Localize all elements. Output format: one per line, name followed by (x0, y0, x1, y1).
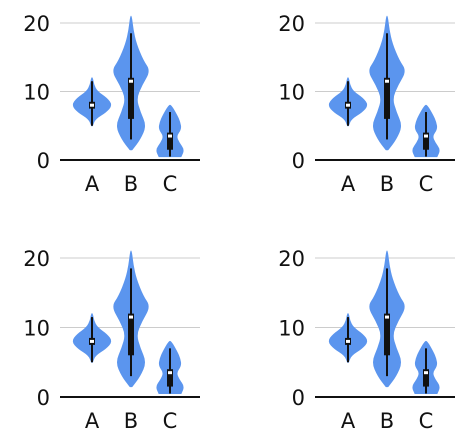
median-marker-B (385, 79, 389, 83)
median-marker-A (346, 339, 350, 343)
median-marker-A (90, 339, 94, 343)
y-tick-label: 0 (292, 149, 305, 173)
x-category-label: C (163, 409, 178, 433)
y-tick-label: 10 (278, 317, 305, 341)
iqr-box-B (384, 77, 390, 119)
x-category-label: B (380, 409, 394, 433)
iqr-box-B (384, 313, 390, 356)
x-category-label: C (419, 409, 434, 433)
median-marker-C (168, 371, 172, 375)
y-tick-label: 0 (37, 386, 50, 410)
y-tick-label: 20 (23, 12, 50, 36)
median-marker-B (385, 315, 389, 319)
x-category-label: C (419, 172, 434, 196)
x-category-label: A (341, 409, 356, 433)
iqr-box-B (128, 77, 134, 119)
iqr-box-C (423, 369, 429, 387)
chart-panel-3: 0 10 20 A B C (23, 247, 200, 433)
y-tick-label: 20 (278, 247, 305, 271)
median-marker-A (346, 103, 350, 107)
y-tick-label: 0 (37, 149, 50, 173)
x-category-label: C (163, 172, 178, 196)
chart-panel-1: 0 10 20 A B C (23, 12, 200, 196)
median-marker-C (424, 134, 428, 138)
x-category-label: B (124, 409, 138, 433)
x-category-label: A (341, 172, 356, 196)
y-tick-label: 20 (278, 12, 305, 36)
median-marker-B (129, 315, 133, 319)
y-tick-label: 10 (278, 81, 305, 105)
y-tick-label: 10 (23, 317, 50, 341)
y-tick-label: 20 (23, 247, 50, 271)
iqr-box-C (167, 369, 173, 387)
median-marker-C (424, 371, 428, 375)
median-marker-B (129, 79, 133, 83)
chart-panel-4: 0 10 20 A B C (278, 247, 455, 433)
x-category-label: A (85, 172, 100, 196)
y-tick-label: 10 (23, 81, 50, 105)
chart-panel-2: 0 10 20 A B C (278, 12, 455, 196)
iqr-box-C (167, 132, 173, 150)
y-tick-label: 0 (292, 386, 305, 410)
x-category-label: B (380, 172, 394, 196)
median-marker-A (90, 103, 94, 107)
iqr-box-C (423, 132, 429, 150)
x-category-label: A (85, 409, 100, 433)
iqr-box-B (128, 313, 134, 356)
median-marker-C (168, 134, 172, 138)
x-category-label: B (124, 172, 138, 196)
